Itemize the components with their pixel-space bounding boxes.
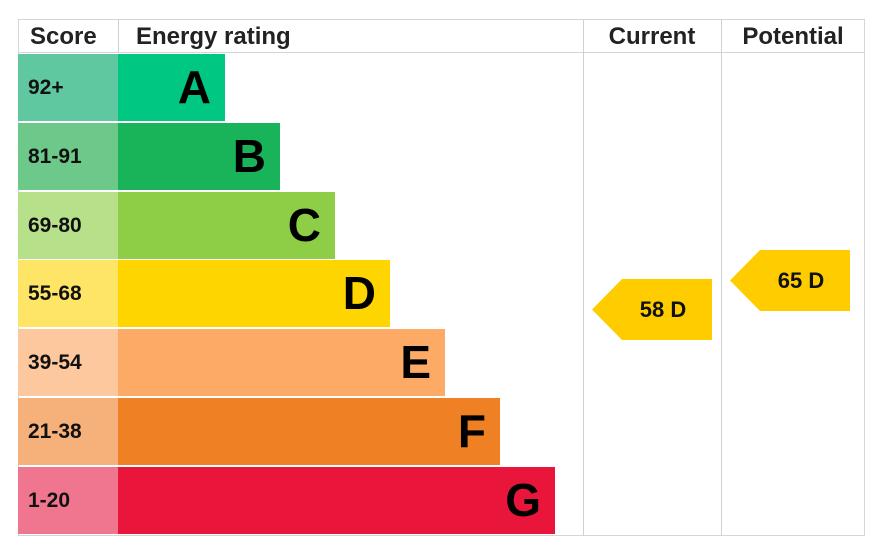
score-range-b: 81-91 <box>18 122 118 190</box>
band-bar-f: F <box>118 398 500 465</box>
score-range-f: 21-38 <box>18 398 118 465</box>
header-current: Current <box>583 20 721 53</box>
band-bar-d: D <box>118 260 390 328</box>
score-range-g: 1-20 <box>18 466 118 534</box>
band-bar-a: A <box>118 54 225 121</box>
score-range-d: 55-68 <box>18 260 118 328</box>
score-range-c: 69-80 <box>18 191 118 259</box>
divider <box>583 20 584 536</box>
band-bar-g: G <box>118 466 555 534</box>
header-score: Score <box>18 20 118 53</box>
score-range-e: 39-54 <box>18 329 118 397</box>
score-range-a: 92+ <box>18 54 118 121</box>
divider <box>118 20 119 53</box>
band-bar-e: E <box>118 329 445 397</box>
header-energy-rating: Energy rating <box>118 20 583 53</box>
divider <box>721 20 722 536</box>
header-potential: Potential <box>721 20 865 53</box>
band-bar-c: C <box>118 191 335 259</box>
band-bar-b: B <box>118 122 280 190</box>
